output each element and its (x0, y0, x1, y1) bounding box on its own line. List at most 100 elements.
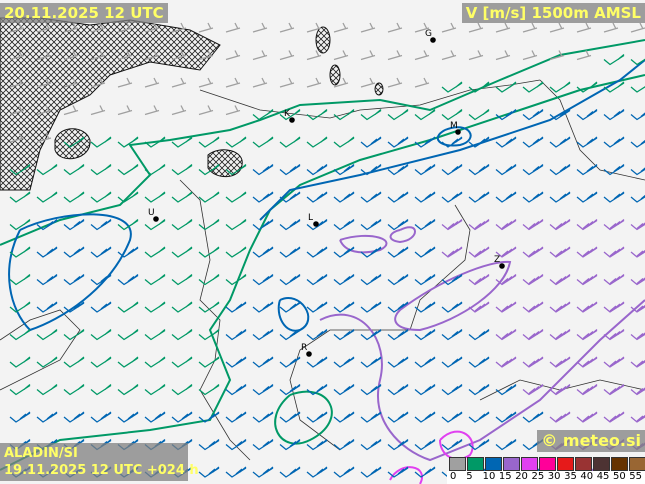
wind-barb (603, 329, 625, 341)
wind-barb (468, 329, 490, 341)
wind-barb (576, 191, 598, 203)
wind-barb (468, 301, 490, 313)
wind-barb (252, 50, 268, 61)
wind-barb (441, 411, 463, 423)
wind-barb (90, 219, 112, 231)
wind-barb (252, 246, 274, 258)
wind-barb (549, 384, 571, 396)
wind-barb (117, 329, 139, 341)
wind-barb (144, 164, 166, 176)
wind-barb (36, 219, 58, 231)
wind-barb (252, 439, 274, 451)
wind-barb (117, 50, 133, 61)
city-label: M (450, 121, 458, 131)
wind-barb (360, 219, 382, 231)
wind-barb (441, 109, 463, 121)
wind-barb (306, 466, 328, 478)
wind-barb (9, 50, 25, 61)
wind-barb (414, 246, 436, 258)
wind-barb (360, 411, 382, 423)
wind-barb (171, 50, 187, 61)
wind-barb (333, 384, 355, 396)
wind-barb (252, 191, 274, 203)
city-dot (430, 37, 436, 43)
wind-barb (9, 164, 31, 176)
wind-barb (225, 466, 247, 478)
wind-barb (90, 22, 106, 33)
wind-barb (549, 246, 571, 258)
wind-barb (387, 164, 409, 176)
wind-barb (549, 22, 565, 33)
wind-barb (306, 301, 328, 313)
legend-swatch (557, 457, 574, 471)
wind-barb (549, 191, 571, 203)
wind-barb (306, 384, 328, 396)
wind-barb (360, 164, 382, 176)
wind-barb (333, 301, 355, 313)
wind-barb (387, 246, 409, 258)
wind-barb (279, 164, 301, 176)
wind-barb (9, 246, 31, 258)
wind-barb (252, 22, 268, 33)
wind-barb (9, 274, 31, 286)
wind-barb (117, 356, 139, 368)
wind-barb (171, 411, 193, 423)
wind-barb (441, 384, 463, 396)
wind-barb (414, 329, 436, 341)
wind-barb (9, 356, 31, 368)
wind-barb (90, 411, 112, 423)
wind-barb (144, 246, 166, 258)
wind-barb (360, 274, 382, 286)
legend-tick: 20 (515, 471, 528, 482)
wind-barb (414, 109, 436, 121)
wind-barb (387, 50, 403, 61)
wind-barb (522, 411, 544, 423)
wind-barb (279, 219, 301, 231)
wind-barb (549, 109, 571, 121)
wind-barb (63, 77, 79, 88)
wind-barb (333, 191, 355, 203)
wind-barb (333, 77, 349, 88)
wind-barb (225, 411, 247, 423)
wind-barb (495, 301, 517, 313)
wind-barb (522, 50, 538, 61)
wind-barb (90, 274, 112, 286)
wind-barb (549, 81, 571, 93)
legend-swatch (467, 457, 484, 471)
wind-barb (144, 329, 166, 341)
wind-barb (387, 219, 409, 231)
wind-barb (279, 136, 301, 148)
wind-barb (225, 246, 247, 258)
legend-ticks: 0 5 10 15 20 25 30 35 40 45 50 55 (447, 471, 645, 484)
wind-barb (279, 439, 301, 451)
wind-barb (171, 356, 193, 368)
legend-swatch (485, 457, 502, 471)
legend-tick: 5 (466, 471, 473, 482)
wind-barb (495, 136, 517, 148)
wind-barb (306, 274, 328, 286)
wind-barb (576, 164, 598, 176)
wind-barb (630, 86, 645, 93)
legend-swatch (629, 457, 645, 471)
wind-barb (468, 274, 490, 286)
wind-barb (495, 274, 517, 286)
wind-barb (171, 164, 193, 176)
wind-barb (225, 439, 247, 451)
wind-barb (468, 219, 490, 231)
wind-barb (225, 50, 241, 61)
wind-barb (198, 219, 220, 231)
wind-barb (90, 356, 112, 368)
wind-barb (63, 50, 79, 61)
wind-barb (306, 246, 328, 258)
wind-barb (603, 246, 625, 258)
wind-barb (171, 191, 193, 203)
wind-barb (360, 384, 382, 396)
wind-barb (576, 50, 592, 61)
city-label: U (148, 208, 155, 218)
wind-barb (360, 329, 382, 341)
city-markers: G K M U L Z R (148, 29, 505, 357)
wind-barb (576, 274, 598, 286)
wind-barb (198, 164, 220, 176)
wind-barb (441, 301, 463, 313)
city-label: Z (494, 255, 500, 265)
